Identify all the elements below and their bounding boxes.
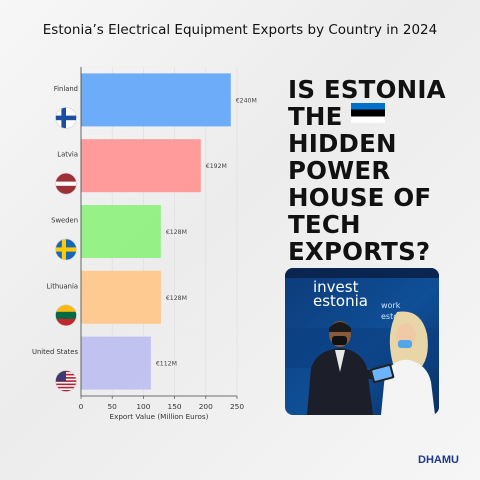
event-photo: invest estonia work estonia bbox=[285, 268, 439, 415]
headline-line-6: TECH bbox=[288, 210, 361, 239]
united-states-flag-icon bbox=[55, 370, 77, 392]
headline-line-7: EXPORTS? bbox=[288, 237, 431, 266]
x-tick-label: 200 bbox=[199, 402, 213, 411]
bar-data-label: €192M bbox=[206, 163, 227, 170]
headline-line-2-wrap: THE bbox=[288, 103, 476, 130]
x-axis-label: Export Value (Million Euros) bbox=[110, 412, 209, 421]
x-tick-label: 150 bbox=[168, 402, 182, 411]
estonia-flag-icon bbox=[350, 103, 385, 123]
bar-sweden bbox=[81, 205, 161, 258]
bar-united-states bbox=[81, 336, 151, 390]
bar-data-label: €128M bbox=[166, 229, 187, 236]
headline-line-4: POWER bbox=[288, 156, 391, 185]
headline-line-2: THE bbox=[288, 102, 343, 131]
headline-line-5: HOUSE OF bbox=[288, 183, 432, 212]
x-tick-label: 100 bbox=[136, 402, 150, 411]
y-tick-label: Sweden bbox=[51, 217, 78, 225]
x-tick-label: 250 bbox=[230, 402, 244, 411]
y-tick-label: Finland bbox=[54, 85, 78, 93]
photo-sign-right-1: work bbox=[381, 301, 401, 310]
photo-sign-line-2: estonia bbox=[313, 292, 368, 310]
sweden-flag-icon bbox=[55, 238, 77, 261]
headline-line-3: HIDDEN bbox=[288, 129, 397, 158]
bar-data-label: €112M bbox=[156, 361, 177, 368]
chart-title: Estonia’s Electrical Equipment Exports b… bbox=[42, 22, 438, 38]
x-tick-label: 0 bbox=[79, 402, 84, 411]
bar-latvia bbox=[81, 139, 201, 193]
bar-lithuania bbox=[81, 270, 161, 324]
brand-logo: DHAMU bbox=[418, 454, 459, 466]
bar-data-label: €128M bbox=[166, 295, 187, 302]
lithuania-flag-icon bbox=[55, 304, 77, 327]
photo-sign-line-1: invest bbox=[313, 278, 359, 296]
x-tick-label: 50 bbox=[107, 402, 117, 411]
headline: IS ESTONIA THE HIDDEN POWER HOUSE OF TEC… bbox=[288, 76, 476, 265]
bar-finland bbox=[81, 73, 231, 127]
y-tick-label: United States bbox=[32, 348, 78, 356]
finland-flag-icon bbox=[55, 107, 77, 129]
latvia-flag-icon bbox=[55, 172, 77, 195]
bar-data-label: €240M bbox=[236, 97, 257, 104]
y-tick-label: Lithuania bbox=[47, 282, 78, 290]
y-tick-label: Latvia bbox=[57, 151, 78, 159]
brand-name: DHAMU bbox=[418, 454, 459, 466]
headline-line-1: IS ESTONIA bbox=[288, 75, 446, 104]
